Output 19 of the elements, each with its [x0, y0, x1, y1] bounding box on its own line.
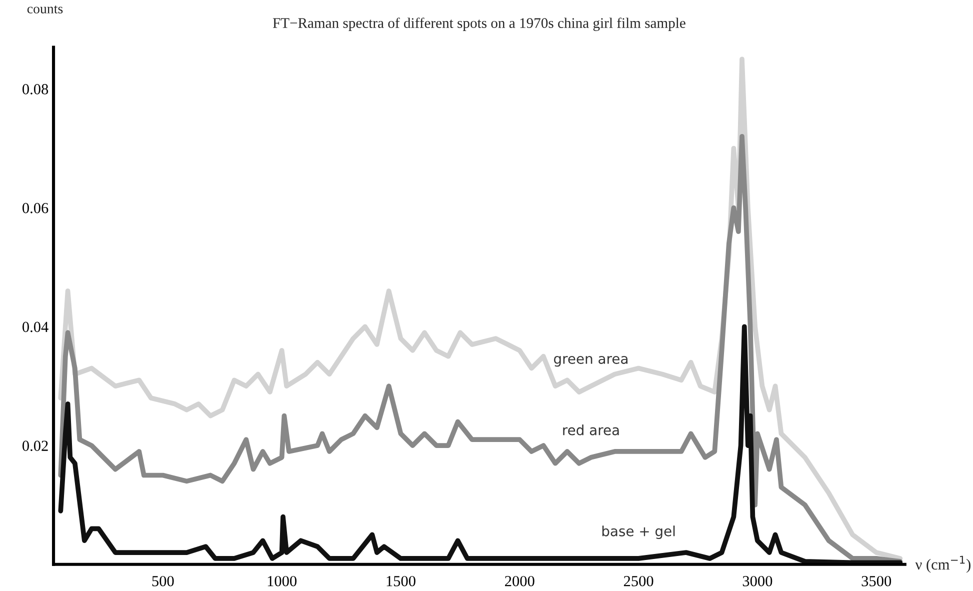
- y-tick-label: 0.02: [22, 440, 48, 452]
- x-tick-label: 1500: [386, 576, 416, 586]
- x-tick-label: 3500: [862, 576, 892, 586]
- line-series: [58, 324, 903, 564]
- line-series: [58, 134, 903, 564]
- x-tick-label: 1000: [268, 576, 297, 586]
- x-tick-label: 3000: [742, 576, 772, 586]
- y-tick-label: 0.08: [22, 84, 48, 94]
- x-tick-label: 2500: [624, 576, 654, 586]
- y-axis-title: counts: [27, 5, 63, 14]
- x-axis-title: ν (cm$^{−1}$): [915, 556, 970, 573]
- series-label: base + gel: [602, 526, 675, 540]
- series-label: red area: [563, 424, 619, 436]
- chart-title: FT−Raman spectra of different spots on a 1970s china girl film sample: [272, 18, 686, 31]
- y-tick-label: 0.06: [22, 202, 48, 214]
- series-label: green area: [554, 356, 628, 367]
- y-tick-label: 0.04: [22, 322, 48, 332]
- x-tick-label: 500: [152, 576, 174, 586]
- x-tick-label: 2000: [505, 576, 534, 586]
